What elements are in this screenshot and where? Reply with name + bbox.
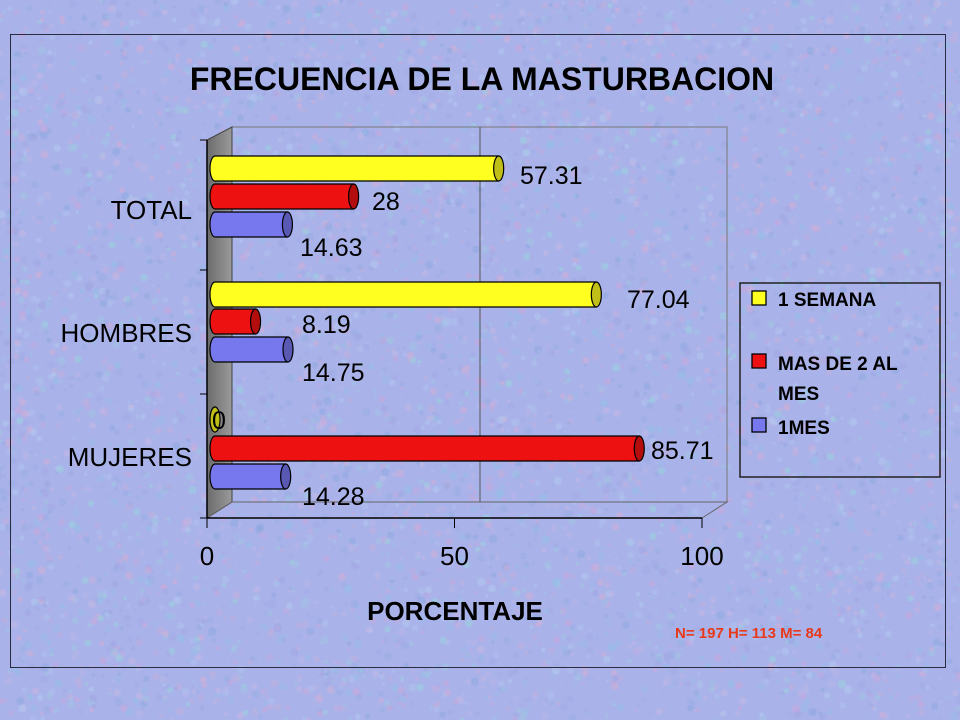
bar-hombres-mas-de-2 <box>209 308 262 335</box>
bar-hombres-mes <box>209 336 294 363</box>
x-tick-label-50: 50 <box>440 541 469 571</box>
data-label-hombres-mas: 8.19 <box>302 311 351 339</box>
data-label-total-mas: 28 <box>372 188 400 216</box>
legend: 1 SEMANA MAS DE 2 AL MES 1MES <box>739 282 941 478</box>
bar-mujeres-semana <box>209 406 221 433</box>
legend-box <box>739 282 941 478</box>
chart-title: FRECUENCIA DE LA MASTURBACION <box>190 61 774 97</box>
data-label-mujeres-semana: 0 <box>212 407 226 435</box>
legend-swatch-semana <box>751 290 767 306</box>
legend-label-semana: 1 SEMANA <box>778 290 876 311</box>
data-label-mujeres-mas: 85.71 <box>651 437 714 465</box>
data-label-mujeres-mes: 14.28 <box>302 483 365 511</box>
category-label-hombres: HOMBRES <box>61 318 192 348</box>
data-label-hombres-semana: 77.04 <box>627 286 690 314</box>
floor <box>205 501 729 519</box>
x-tick-label-100: 100 <box>680 541 723 571</box>
data-label-total-semana: 57.31 <box>520 162 583 190</box>
bar-hombres-semana <box>209 281 602 308</box>
data-labels: 57.31 28 14.63 77.04 8.19 14.75 0 85.71 … <box>212 162 714 511</box>
sample-size-footnote: N= 197 H= 113 M= 84 <box>675 625 823 642</box>
bar-total-semana <box>209 155 505 182</box>
x-axis-title: PORCENTAJE <box>367 596 543 626</box>
bar-mujeres-mas-de-2 <box>209 435 645 462</box>
legend-swatch-1mes <box>751 417 767 433</box>
bar-total-mes <box>209 211 294 238</box>
slide-frame <box>10 34 946 668</box>
category-label-mujeres: MUJERES <box>68 442 192 472</box>
data-label-total-mes: 14.63 <box>300 234 363 262</box>
x-tick-label-0: 0 <box>200 541 214 571</box>
legend-label-1mes: 1MES <box>778 418 830 439</box>
category-label-total: TOTAL <box>111 195 192 225</box>
bar-total-mas-de-2 <box>209 183 360 210</box>
legend-swatch-mas-de-2 <box>751 353 767 369</box>
legend-label-mas-de-2-line2: MES <box>778 384 819 405</box>
legend-label-mas-de-2-line1: MAS DE 2 AL <box>778 354 898 375</box>
bar-mujeres-mes <box>209 463 292 490</box>
data-label-hombres-mes: 14.75 <box>302 359 365 387</box>
bars-group <box>209 155 645 490</box>
